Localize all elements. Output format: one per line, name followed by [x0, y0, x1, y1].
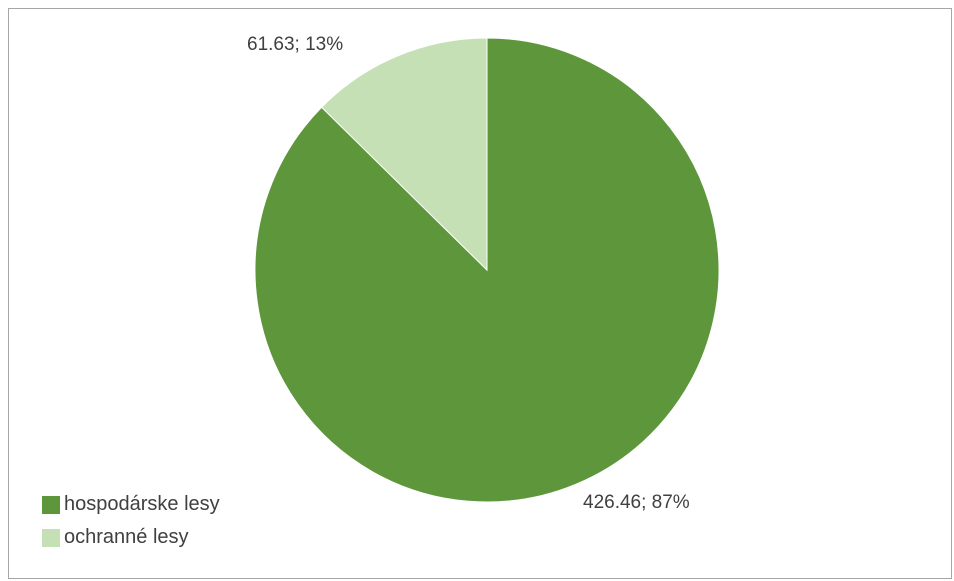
pie-slice-ochranne-lesy: [320, 37, 488, 272]
legend-label-hospodarske-lesy: hospodárske lesy: [64, 493, 220, 515]
legend-item-ochranne-lesy: ochranné lesy: [42, 521, 220, 554]
legend-swatch-ochranne-lesy: [42, 528, 60, 547]
legend-swatch-hospodarske-lesy: [42, 495, 60, 514]
data-label-hospodarske-lesy: 426.46; 87%: [583, 492, 690, 513]
legend-label-ochranne-lesy: ochranné lesy: [64, 526, 189, 548]
legend-item-hospodarske-lesy: hospodárske lesy: [42, 488, 220, 521]
data-label-ochranne-lesy: 61.63; 13%: [247, 34, 343, 55]
legend: hospodárske lesy ochranné lesy: [42, 488, 220, 554]
